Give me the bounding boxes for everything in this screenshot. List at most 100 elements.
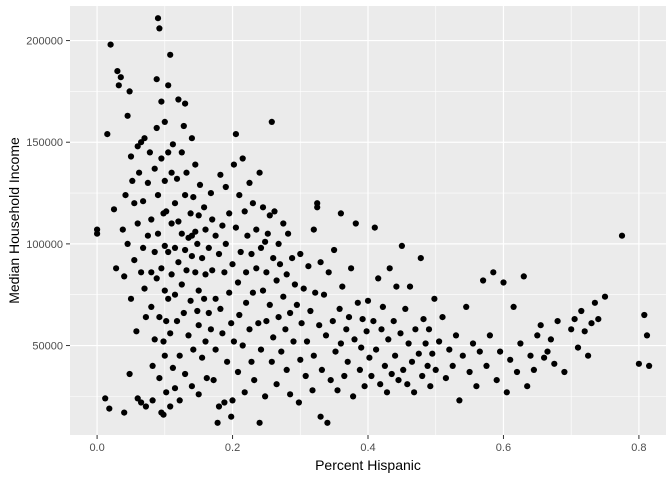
- scatter-point: [180, 122, 187, 130]
- scatter-point: [249, 289, 256, 296]
- data-points: [94, 15, 653, 426]
- scatter-point: [449, 362, 456, 369]
- scatter-point: [134, 143, 141, 150]
- scatter-point: [183, 169, 190, 176]
- scatter-point: [214, 419, 221, 426]
- scatter-point: [190, 194, 197, 201]
- scatter-point: [282, 326, 289, 333]
- scatter-point: [175, 218, 182, 225]
- scatter-point: [554, 318, 561, 325]
- scatter-point: [243, 269, 250, 276]
- scatter-point: [156, 25, 163, 32]
- scatter-point: [241, 208, 248, 215]
- scatter-point: [195, 212, 202, 219]
- scatter-point: [419, 372, 426, 380]
- scatter-point: [230, 161, 237, 168]
- scatter-point: [363, 328, 370, 335]
- scatter-point: [210, 377, 217, 384]
- scatter-point: [375, 275, 382, 282]
- scatter-point: [568, 326, 575, 333]
- x-tick-label: 0.2: [225, 442, 240, 454]
- scatter-point: [442, 375, 449, 382]
- scatter-point: [236, 311, 243, 319]
- scatter-point: [209, 267, 216, 274]
- scatter-point: [228, 320, 235, 327]
- scatter-point: [310, 352, 317, 359]
- scatter-point: [322, 332, 330, 339]
- scatter-point: [127, 295, 135, 302]
- scatter-point: [325, 269, 332, 276]
- scatter-point: [490, 269, 497, 276]
- scatter-point: [127, 153, 135, 160]
- y-tick-label: 200000: [26, 36, 63, 48]
- scatter-point: [232, 131, 239, 138]
- scatter-point: [312, 289, 319, 296]
- scatter-point: [202, 271, 209, 278]
- scatter-point: [388, 370, 395, 378]
- scatter-point: [169, 141, 176, 148]
- scatter-point: [262, 238, 269, 245]
- scatter-point: [350, 393, 357, 400]
- scatter-point: [530, 366, 538, 373]
- scatter-point: [588, 320, 595, 327]
- scatter-point: [153, 76, 160, 83]
- scatter-point: [291, 281, 298, 288]
- scatter-point: [408, 358, 416, 365]
- scatter-point: [446, 346, 453, 353]
- scatter-point: [119, 226, 126, 233]
- scatter-point: [217, 305, 224, 312]
- scatter-point: [176, 397, 183, 404]
- scatter-point: [226, 210, 233, 217]
- scatter-point: [520, 273, 527, 280]
- scatter-point: [420, 316, 427, 323]
- scatter-point: [246, 179, 253, 186]
- scatter-point: [134, 220, 141, 227]
- scatter-point: [436, 338, 443, 345]
- scatter-point: [201, 295, 208, 302]
- scatter-point: [422, 340, 429, 347]
- scatter-point: [341, 372, 348, 380]
- scatter-point: [202, 338, 209, 345]
- scatter-point: [171, 385, 179, 392]
- scatter-point: [283, 271, 290, 278]
- scatter-point: [175, 96, 182, 103]
- scatter-point: [190, 346, 197, 353]
- scatter-point: [317, 259, 324, 266]
- scatter-point: [102, 395, 109, 402]
- scatter-point: [171, 244, 179, 251]
- scatter-point: [264, 230, 271, 237]
- scatter-point: [212, 232, 219, 239]
- scatter-point: [205, 244, 212, 251]
- scatter-point: [165, 82, 172, 89]
- scatter-point: [209, 216, 216, 223]
- scatter-point: [393, 283, 400, 290]
- scatter-point: [574, 344, 582, 351]
- scatter-point: [497, 348, 504, 355]
- scatter-point: [406, 283, 414, 290]
- scatter-point: [188, 135, 195, 142]
- scatter-point: [124, 240, 131, 247]
- scatter-point: [452, 332, 460, 339]
- scatter-point: [507, 356, 514, 363]
- scatter-point: [180, 309, 187, 317]
- scatter-point: [404, 381, 411, 388]
- scatter-point: [187, 210, 194, 217]
- scatter-point: [287, 309, 294, 317]
- scatter-point: [307, 307, 314, 315]
- scatter-point: [541, 354, 548, 361]
- scatter-point: [300, 285, 307, 292]
- scatter-point: [381, 362, 388, 369]
- scatter-point: [212, 346, 219, 353]
- scatter-point: [203, 375, 210, 382]
- scatter-point: [161, 242, 168, 249]
- scatter-point: [431, 295, 438, 302]
- scatter-point: [385, 336, 392, 343]
- scatter-point: [121, 409, 128, 416]
- scatter-point: [158, 98, 165, 105]
- scatter-point: [344, 358, 351, 365]
- scatter-point: [122, 192, 129, 199]
- scatter-point: [187, 297, 194, 304]
- scatter-point: [106, 405, 113, 412]
- scatter-point: [151, 336, 158, 343]
- scatter-point: [287, 391, 294, 398]
